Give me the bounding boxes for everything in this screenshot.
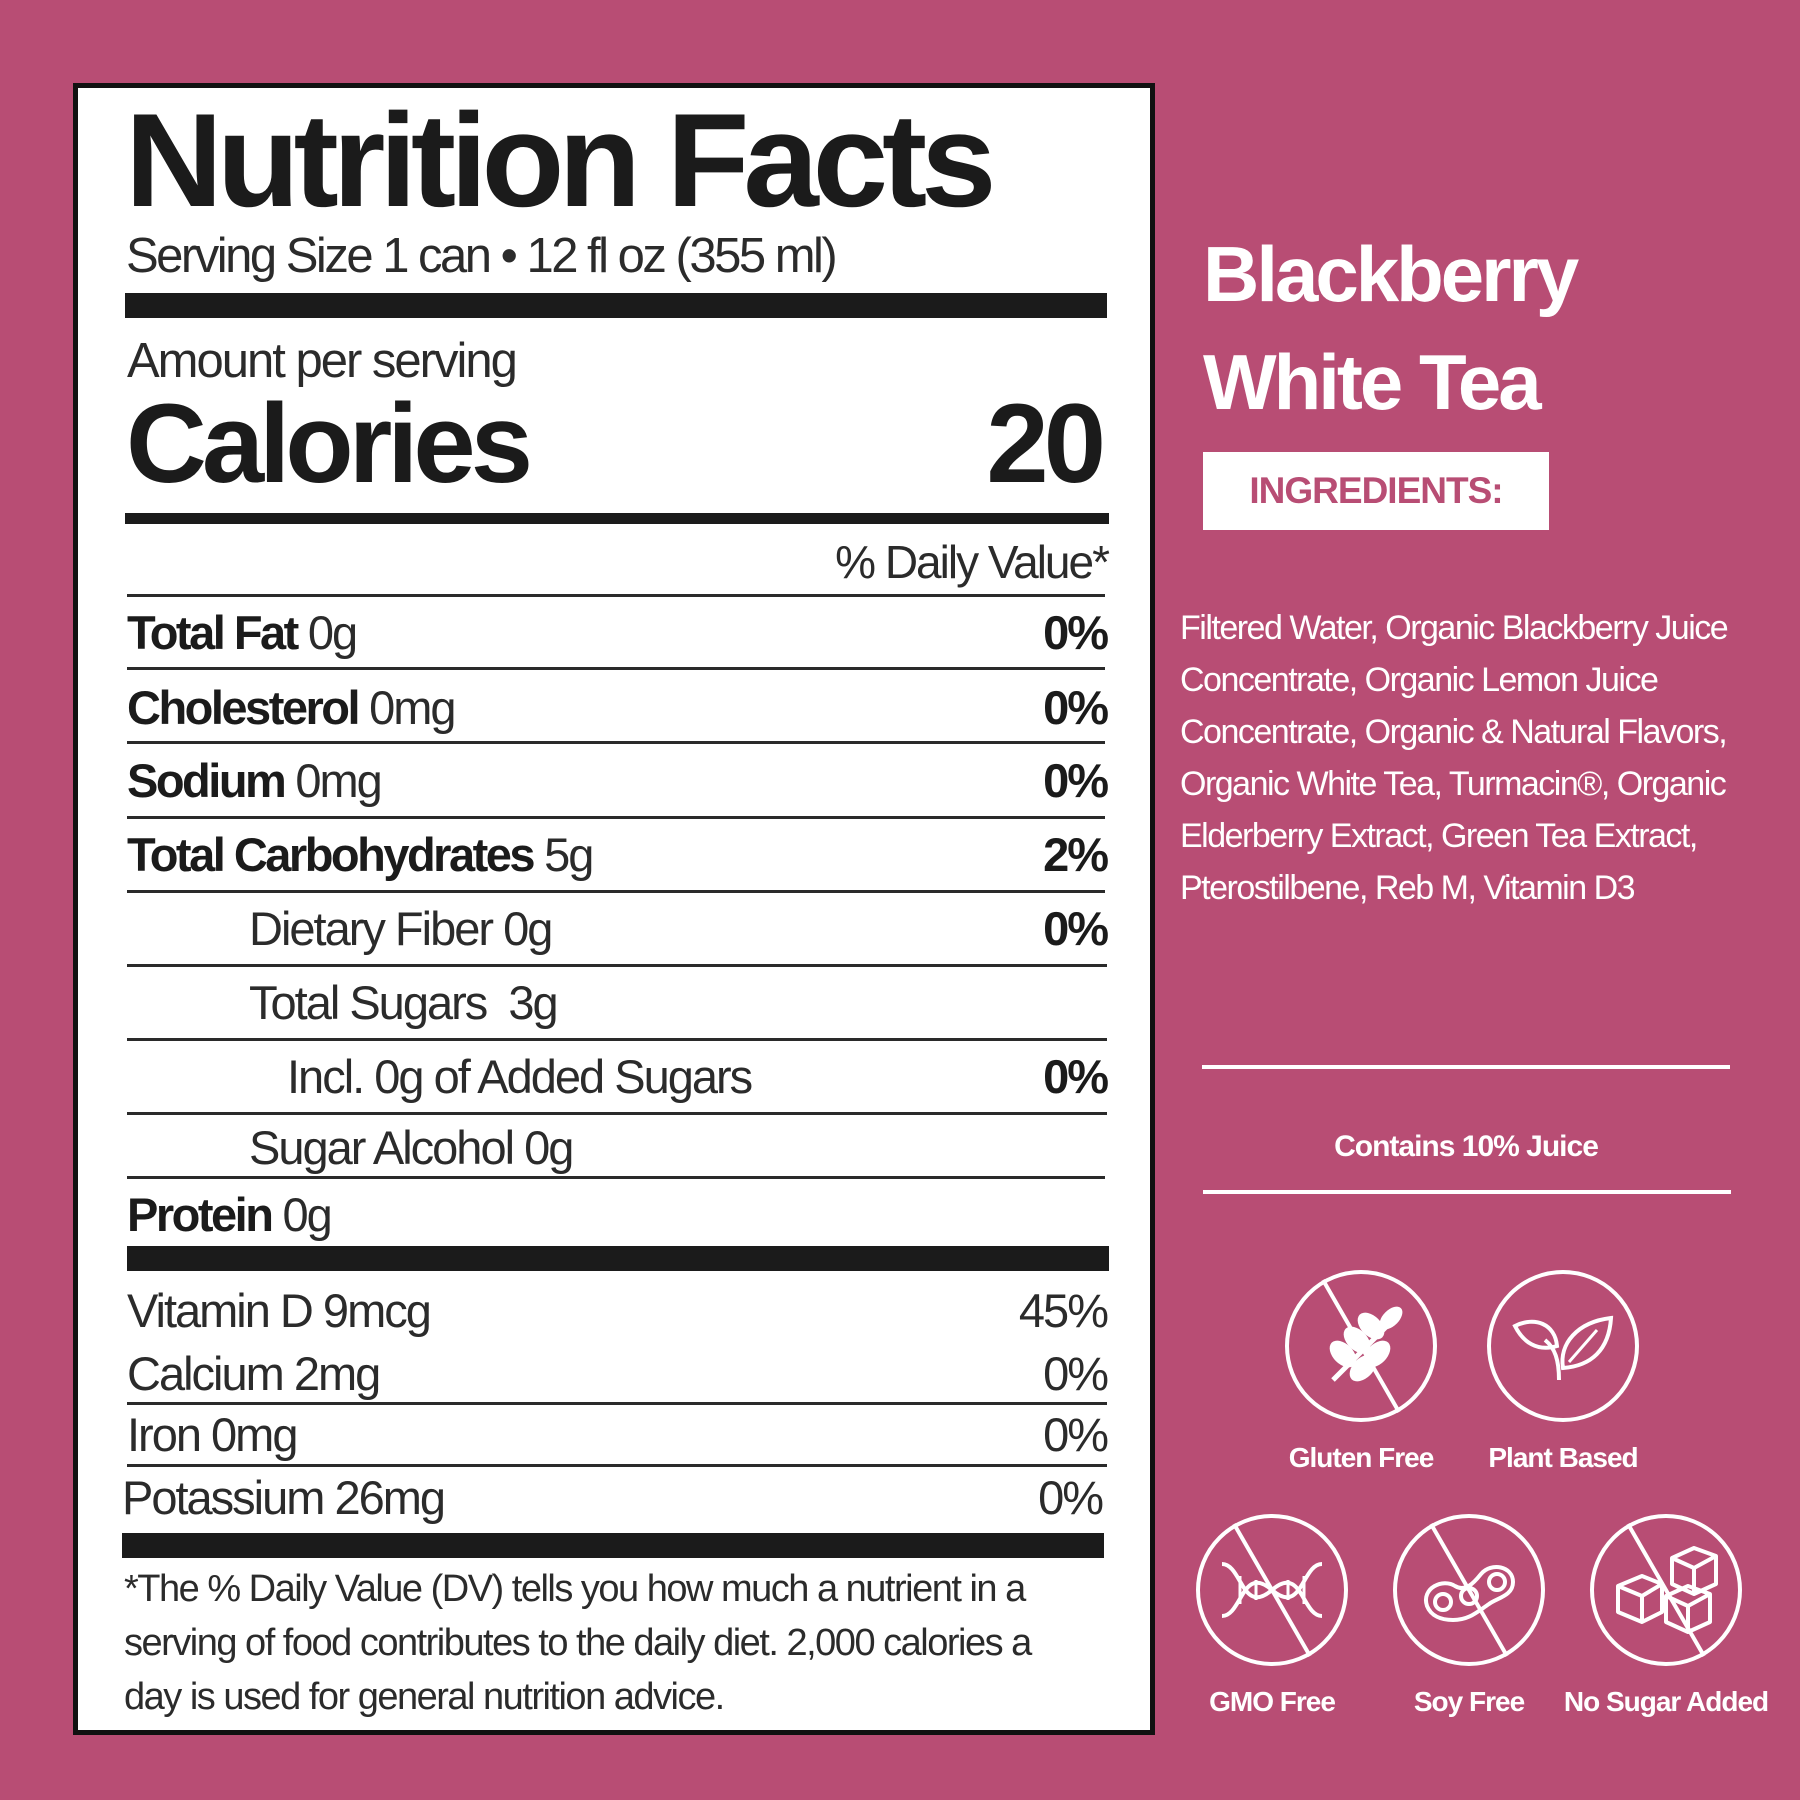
badge-soy-free-label: Soy Free — [1413, 1686, 1525, 1717]
nutrient-amount: 5g — [533, 828, 594, 881]
juice-divider-top — [1202, 1065, 1730, 1069]
nutrient-daily-value: 0% — [1043, 754, 1109, 807]
row-divider — [127, 890, 1105, 893]
nutrient-daily-value: 0% — [1043, 606, 1109, 659]
row-divider — [127, 667, 1105, 670]
row-divider — [127, 816, 1105, 819]
nutrition-facts-panel — [73, 83, 1155, 1735]
nutrient-amount: 0mg — [284, 754, 382, 807]
nutrient-amount: 0g — [271, 1188, 332, 1241]
vitamin-daily-value: 0% — [1043, 1347, 1109, 1400]
nutrient-label: Sodium 0mg — [127, 753, 383, 808]
badge-gluten-free: Gluten Free — [1266, 1268, 1456, 1474]
nutrient-name: Cholesterol — [127, 681, 361, 734]
nutrient-amount: 0mg — [358, 681, 456, 734]
nutrient-label: Cholesterol 0mg — [127, 680, 457, 735]
calories-label: Calories — [126, 381, 533, 506]
nutrient-amount: Total Sugars 3g — [249, 976, 559, 1029]
badge-no-sugar-added-label: No Sugar Added — [1563, 1686, 1769, 1717]
daily-value-header: % Daily Value* — [835, 536, 1110, 588]
row-divider — [127, 1112, 1107, 1115]
nutrient-name: Protein — [127, 1188, 274, 1241]
nutrient-label: Incl. 0g of Added Sugars — [287, 1049, 753, 1104]
calories-divider — [125, 513, 1109, 524]
nutrient-row: Incl. 0g of Added Sugars 0% — [127, 1049, 1109, 1109]
nutrient-label: Total Fat 0g — [127, 605, 358, 660]
badge-plant-based-label: Plant Based — [1488, 1442, 1638, 1473]
vitamin-row: Iron 0mg 0% — [127, 1407, 1109, 1467]
dna-icon — [1196, 1514, 1348, 1666]
nutrient-row: Sodium 0mg 0% — [127, 753, 1109, 813]
nutrient-daily-value: 0% — [1043, 1050, 1109, 1103]
badge-soy-free: Soy Free — [1374, 1512, 1564, 1718]
nutrient-label: Total Sugars 3g — [249, 975, 559, 1030]
nutrient-name: Total Fat — [127, 606, 299, 659]
nutrient-row: Cholesterol 0mg 0% — [127, 680, 1109, 740]
leaf-icon — [1487, 1270, 1639, 1422]
row-divider — [127, 1038, 1107, 1041]
nutrient-row: Sugar Alcohol 0g — [127, 1120, 1107, 1180]
nutrient-amount: Incl. 0g of Added Sugars — [287, 1050, 753, 1103]
amount-per-serving: Amount per serving — [127, 334, 518, 388]
row-divider — [127, 594, 1105, 597]
vitamin-row: Potassium 26mg 0% — [122, 1470, 1104, 1530]
nutrient-name: Total Carbohydrates — [127, 828, 536, 881]
badge-plant-based: Plant Based — [1468, 1268, 1658, 1474]
nutrient-row: Total Carbohydrates 5g 2% — [127, 827, 1109, 887]
vitamin-label: Potassium 26mg — [122, 1471, 446, 1524]
daily-value-footnote: *The % Daily Value (DV) tells you how mu… — [124, 1568, 1032, 1718]
row-divider — [127, 1464, 1107, 1467]
nutrient-label: Sugar Alcohol 0g — [249, 1120, 574, 1175]
nutrient-name: Sodium — [127, 754, 287, 807]
nutrient-amount: Sugar Alcohol 0g — [249, 1121, 574, 1174]
vitamin-row: Calcium 2mg 0% — [127, 1346, 1109, 1406]
nutrient-label: Protein 0g — [127, 1187, 333, 1242]
vitamin-daily-value: 45% — [1018, 1284, 1109, 1337]
nutrition-facts-title: Nutrition Facts — [125, 87, 996, 235]
nutrient-daily-value: 0% — [1043, 681, 1109, 734]
badge-no-sugar-added: No Sugar Added — [1561, 1512, 1771, 1718]
calories-value: 20 — [986, 381, 1106, 506]
vitamin-label: Calcium 2mg — [127, 1347, 381, 1400]
nutrient-label: Total Carbohydrates 5g — [127, 827, 594, 882]
nutrient-daily-value: 2% — [1043, 828, 1109, 881]
badge-gluten-free-label: Gluten Free — [1288, 1442, 1435, 1473]
juice-note: Contains 10% Juice — [1334, 1130, 1599, 1163]
wheat-icon — [1285, 1270, 1437, 1422]
nutrient-row: Total Fat 0g 0% — [127, 605, 1109, 665]
vitamin-label: Vitamin D 9mcg — [127, 1284, 432, 1337]
sugar-cubes-icon — [1590, 1514, 1742, 1666]
nutrient-row: Protein 0g — [127, 1187, 1107, 1247]
juice-divider-bottom — [1203, 1190, 1731, 1194]
product-name: Blackberry White Tea — [1203, 220, 1579, 436]
nutrient-row: Dietary Fiber 0g 0% — [127, 901, 1109, 961]
vitamin-row: Vitamin D 9mcg 45% — [127, 1283, 1109, 1343]
badge-gmo-free-label: GMO Free — [1209, 1686, 1336, 1717]
nutrient-amount: Dietary Fiber 0g — [249, 902, 553, 955]
badge-gmo-free: GMO Free — [1177, 1512, 1367, 1718]
nutrient-row: Total Sugars 3g — [127, 975, 1107, 1035]
row-divider — [127, 1176, 1105, 1179]
row-divider — [127, 741, 1105, 744]
soybean-icon — [1393, 1514, 1545, 1666]
product-name-line1: Blackberry — [1203, 230, 1579, 318]
nutrient-daily-value: 0% — [1043, 902, 1109, 955]
thick-divider — [122, 1533, 1104, 1558]
row-divider — [127, 1402, 1107, 1405]
ingredients-list: Filtered Water, Organic Blackberry Juice… — [1180, 609, 1729, 907]
ingredients-label: INGREDIENTS: — [1203, 452, 1549, 530]
serving-size: Serving Size 1 can • 12 fl oz (355 ml) — [126, 229, 838, 283]
nutrient-amount: 0g — [296, 606, 358, 659]
thick-divider — [127, 1246, 1109, 1271]
vitamin-daily-value: 0% — [1043, 1408, 1109, 1461]
product-name-line2: White Tea — [1203, 338, 1542, 426]
vitamin-label: Iron 0mg — [127, 1408, 298, 1461]
nutrient-label: Dietary Fiber 0g — [249, 901, 553, 956]
row-divider — [127, 964, 1107, 967]
vitamin-daily-value: 0% — [1038, 1471, 1104, 1524]
thick-divider — [125, 293, 1107, 318]
